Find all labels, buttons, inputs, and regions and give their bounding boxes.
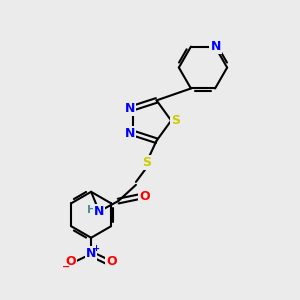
Text: N: N [125, 127, 135, 140]
Text: O: O [65, 255, 76, 268]
Text: N: N [211, 40, 221, 53]
Text: S: S [142, 156, 151, 169]
Text: O: O [106, 255, 117, 268]
Text: O: O [140, 190, 150, 203]
Text: −: − [62, 262, 70, 272]
Text: N: N [86, 248, 96, 260]
Text: N: N [125, 102, 135, 115]
Text: N: N [94, 205, 104, 218]
Text: S: S [171, 114, 180, 127]
Text: +: + [92, 244, 99, 253]
Text: H: H [87, 205, 96, 215]
